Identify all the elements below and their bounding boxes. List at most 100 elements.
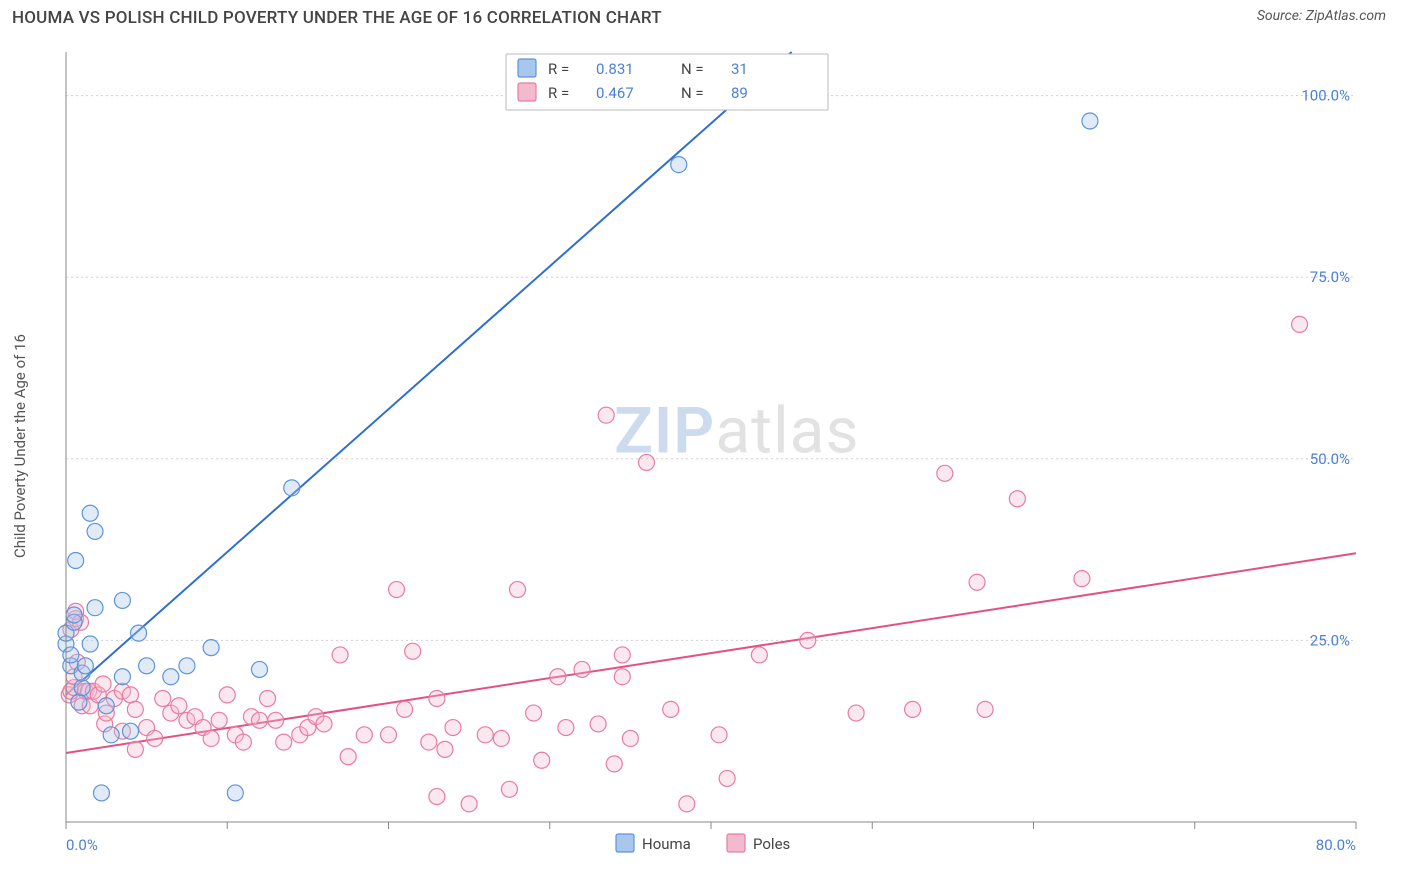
data-point bbox=[74, 680, 90, 696]
data-point bbox=[219, 687, 235, 703]
series-legend: Houma Poles bbox=[616, 834, 790, 853]
trend-line bbox=[66, 52, 792, 695]
data-point bbox=[260, 691, 276, 707]
data-point bbox=[606, 756, 622, 772]
data-point bbox=[1009, 491, 1025, 507]
legend-r-value: 0.467 bbox=[596, 84, 634, 102]
data-point bbox=[663, 701, 679, 717]
data-point bbox=[679, 796, 695, 812]
y-tick-label: 75.0% bbox=[1310, 268, 1350, 286]
data-point bbox=[179, 658, 195, 674]
data-point bbox=[501, 781, 517, 797]
chart-title: HOUMA VS POLISH CHILD POVERTY UNDER THE … bbox=[12, 8, 662, 28]
source-attribution: Source: ZipAtlas.com bbox=[1257, 8, 1386, 24]
data-point bbox=[977, 701, 993, 717]
data-point bbox=[534, 752, 550, 768]
data-point bbox=[461, 796, 477, 812]
data-point bbox=[421, 734, 437, 750]
y-tick-label: 50.0% bbox=[1310, 450, 1350, 468]
data-point bbox=[751, 647, 767, 663]
data-point bbox=[332, 647, 348, 663]
data-point bbox=[66, 607, 82, 623]
data-point bbox=[98, 698, 114, 714]
data-point bbox=[905, 701, 921, 717]
data-point bbox=[227, 785, 243, 801]
y-tick-label: 100.0% bbox=[1301, 87, 1350, 105]
data-point bbox=[526, 705, 542, 721]
data-point bbox=[1292, 316, 1308, 332]
data-point bbox=[493, 730, 509, 746]
data-point bbox=[477, 727, 493, 743]
data-point bbox=[163, 669, 179, 685]
data-point bbox=[711, 727, 727, 743]
data-point bbox=[405, 643, 421, 659]
legend-n-value: 31 bbox=[731, 60, 748, 78]
data-point bbox=[590, 716, 606, 732]
data-point bbox=[203, 730, 219, 746]
source-name: ZipAtlas.com bbox=[1306, 8, 1386, 24]
data-point bbox=[63, 647, 79, 663]
data-point bbox=[171, 698, 187, 714]
legend-series-label: Poles bbox=[753, 835, 790, 853]
legend-swatch bbox=[518, 59, 536, 77]
data-point bbox=[340, 749, 356, 765]
data-point bbox=[127, 701, 143, 717]
data-point bbox=[93, 785, 109, 801]
source-prefix: Source: bbox=[1257, 8, 1306, 24]
data-point bbox=[937, 465, 953, 481]
data-point bbox=[437, 741, 453, 757]
data-point bbox=[139, 658, 155, 674]
data-point bbox=[1082, 113, 1098, 129]
data-point bbox=[82, 505, 98, 521]
data-point bbox=[252, 661, 268, 677]
data-point bbox=[316, 716, 332, 732]
data-point bbox=[235, 734, 251, 750]
legend-swatch bbox=[727, 834, 745, 852]
data-point bbox=[127, 741, 143, 757]
data-point bbox=[103, 727, 119, 743]
data-point bbox=[155, 691, 171, 707]
data-point bbox=[558, 720, 574, 736]
legend-r-label: R = bbox=[548, 60, 569, 78]
legend-n-value: 89 bbox=[731, 84, 748, 102]
legend-series-label: Houma bbox=[642, 835, 691, 853]
data-point bbox=[356, 727, 372, 743]
data-point bbox=[284, 480, 300, 496]
data-point bbox=[114, 669, 130, 685]
x-tick-label: 80.0% bbox=[1316, 836, 1356, 854]
data-point bbox=[114, 592, 130, 608]
data-point bbox=[82, 636, 98, 652]
data-point bbox=[614, 647, 630, 663]
data-point bbox=[77, 658, 93, 674]
data-point bbox=[429, 691, 445, 707]
data-point bbox=[203, 640, 219, 656]
data-point bbox=[268, 712, 284, 728]
data-point bbox=[389, 582, 405, 598]
x-tick-label: 0.0% bbox=[66, 836, 98, 854]
data-point bbox=[598, 407, 614, 423]
data-point bbox=[1074, 571, 1090, 587]
data-point bbox=[969, 574, 985, 590]
data-point bbox=[131, 625, 147, 641]
legend-r-value: 0.831 bbox=[596, 60, 634, 78]
data-point bbox=[68, 552, 84, 568]
data-point bbox=[510, 582, 526, 598]
data-point bbox=[445, 720, 461, 736]
data-point bbox=[848, 705, 864, 721]
legend-swatch bbox=[518, 83, 536, 101]
data-point bbox=[614, 669, 630, 685]
data-point bbox=[71, 694, 87, 710]
data-point bbox=[381, 727, 397, 743]
y-axis-label: Child Poverty Under the Age of 16 bbox=[11, 334, 29, 558]
legend-swatch bbox=[616, 834, 634, 852]
data-point bbox=[574, 661, 590, 677]
data-point bbox=[550, 669, 566, 685]
data-point bbox=[639, 454, 655, 470]
legend-r-label: R = bbox=[548, 84, 569, 102]
data-point bbox=[671, 157, 687, 173]
data-point bbox=[95, 676, 111, 692]
legend-n-label: N = bbox=[681, 60, 704, 78]
data-point bbox=[123, 687, 139, 703]
data-point bbox=[252, 712, 268, 728]
data-point bbox=[276, 734, 292, 750]
